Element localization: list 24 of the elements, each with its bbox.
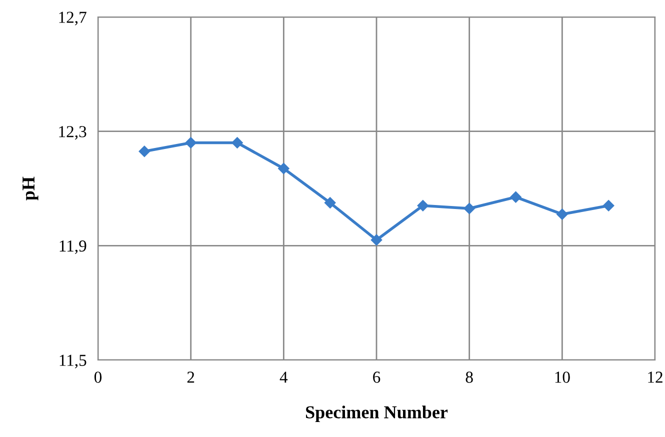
point <box>556 208 568 220</box>
x-tick-label: 2 <box>187 372 194 383</box>
point <box>464 202 475 214</box>
point <box>232 137 243 148</box>
y-tick-label: 12,3 <box>59 126 86 140</box>
y-tick-label: 11,9 <box>60 240 86 254</box>
point <box>417 200 429 212</box>
point <box>185 137 196 148</box>
x-tick-label: 4 <box>280 372 288 383</box>
point <box>278 162 290 174</box>
x-tick-label: 8 <box>466 372 473 383</box>
point <box>510 191 522 203</box>
x-axis-title: Specimen Number <box>306 406 448 422</box>
x-tick-label: 0 <box>94 372 102 383</box>
x-tick-label: 12 <box>648 372 662 383</box>
point <box>324 197 336 208</box>
point <box>138 146 150 157</box>
y-tick-label: 11,5 <box>60 354 86 368</box>
x-tick-label: 6 <box>373 372 380 383</box>
point <box>370 234 382 246</box>
y-axis-title: pH <box>22 176 38 200</box>
x-tick-label: 10 <box>555 372 570 383</box>
point <box>602 200 614 212</box>
y-tick-label: 12,7 <box>59 12 86 26</box>
